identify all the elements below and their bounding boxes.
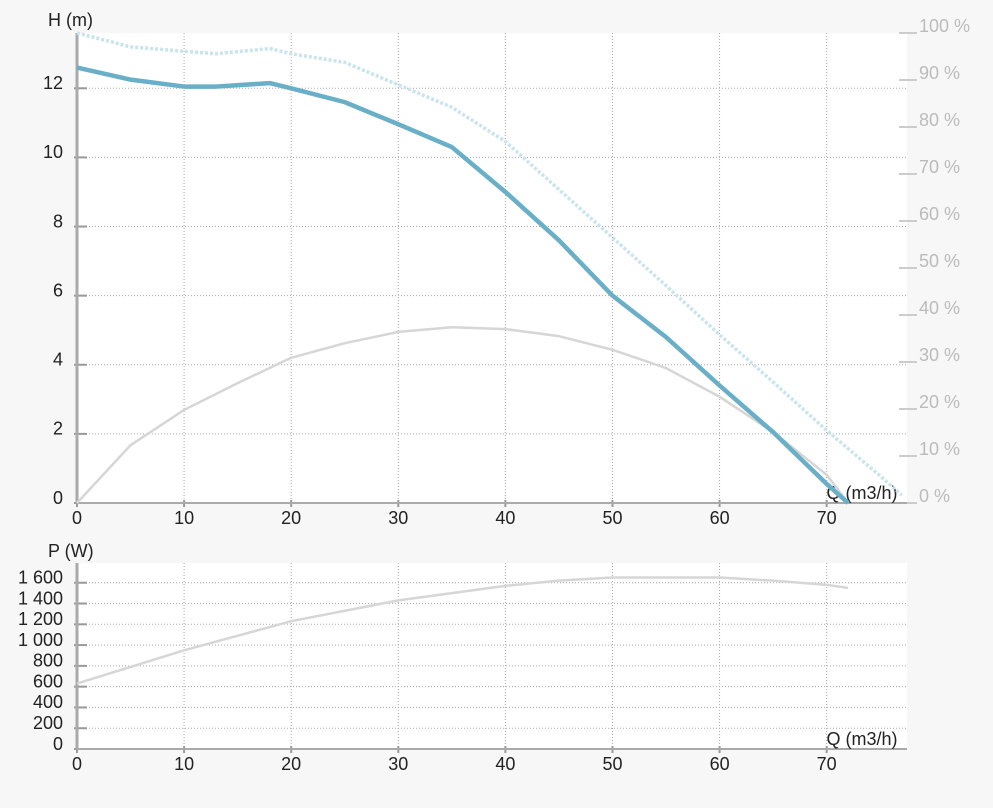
y-tick-label: 800: [33, 651, 63, 671]
x-tick-label: 30: [388, 508, 408, 528]
y-tick-label: 1 400: [18, 588, 63, 608]
y-tick-label: 12: [43, 73, 63, 93]
x-tick-label: 10: [174, 508, 194, 528]
x-tick-label: 70: [817, 754, 837, 774]
y-tick-label: 400: [33, 692, 63, 712]
x-tick-label: 70: [817, 508, 837, 528]
y2-tick-label: 10 %: [919, 439, 960, 459]
x-tick-label: 40: [495, 508, 515, 528]
y-tick-label: 200: [33, 713, 63, 733]
y2-tick-label: 90 %: [919, 63, 960, 83]
y2-tick-label: 30 %: [919, 345, 960, 365]
x-tick-label: 40: [495, 754, 515, 774]
y-axis-label: H (m): [48, 10, 93, 30]
y2-tick-label: 0 %: [919, 486, 950, 506]
y-tick-label: 1 200: [18, 609, 63, 629]
y2-tick-label: 70 %: [919, 157, 960, 177]
plot-area: [77, 33, 907, 503]
y-tick-label: 600: [33, 671, 63, 691]
x-tick-label: 50: [602, 508, 622, 528]
x-tick-label: 30: [388, 754, 408, 774]
y2-tick-label: 50 %: [919, 251, 960, 271]
plot-area: [77, 563, 907, 749]
y-tick-label: 1 600: [18, 567, 63, 587]
y-tick-label: 0: [53, 734, 63, 754]
x-tick-label: 60: [710, 754, 730, 774]
y2-tick-label: 20 %: [919, 392, 960, 412]
y2-tick-label: 60 %: [919, 204, 960, 224]
x-tick-label: 0: [72, 754, 82, 774]
y-axis-label: P (W): [48, 541, 94, 561]
x-tick-label: 0: [72, 508, 82, 528]
y-tick-label: 10: [43, 142, 63, 162]
x-tick-label: 20: [281, 508, 301, 528]
series-line: [76, 31, 903, 497]
x-tick-label: 10: [174, 754, 194, 774]
y-tick-label: 8: [53, 211, 63, 231]
y-tick-label: 2: [53, 419, 63, 439]
y-tick-label: 0: [53, 488, 63, 508]
y2-tick-label: 40 %: [919, 298, 960, 318]
x-tick-label: 60: [710, 508, 730, 528]
x-tick-label: 50: [602, 754, 622, 774]
x-tick-label: 20: [281, 754, 301, 774]
series-line: [76, 325, 850, 504]
y2-tick-label: 80 %: [919, 110, 960, 130]
y-tick-label: 6: [53, 280, 63, 300]
x-axis-label: Q (m3/h): [826, 729, 897, 749]
y2-tick-label: 100 %: [919, 16, 970, 36]
y-tick-label: 4: [53, 350, 63, 370]
series-line: [76, 576, 849, 685]
series-line: [76, 65, 850, 505]
y-tick-label: 1 000: [18, 630, 63, 650]
